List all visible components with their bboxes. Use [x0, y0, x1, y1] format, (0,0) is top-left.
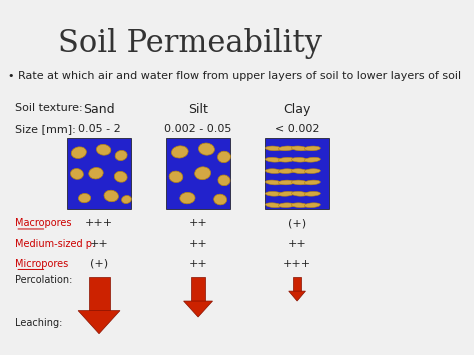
Text: +++: +++ — [85, 218, 113, 228]
Ellipse shape — [71, 169, 83, 179]
Ellipse shape — [304, 169, 320, 174]
Ellipse shape — [265, 169, 282, 174]
Ellipse shape — [265, 157, 282, 162]
Text: Soil Permeability: Soil Permeability — [58, 28, 322, 59]
Text: Macropores: Macropores — [15, 218, 72, 228]
Ellipse shape — [265, 203, 282, 208]
Text: 0.002 - 0.05: 0.002 - 0.05 — [164, 124, 232, 134]
Polygon shape — [78, 311, 120, 334]
Ellipse shape — [89, 168, 103, 179]
Text: Soil texture:: Soil texture: — [15, 103, 83, 113]
Polygon shape — [289, 291, 305, 301]
Ellipse shape — [79, 193, 91, 203]
Ellipse shape — [292, 169, 307, 174]
Ellipse shape — [278, 146, 294, 151]
Ellipse shape — [304, 157, 320, 162]
Ellipse shape — [304, 203, 320, 208]
Text: Silt: Silt — [188, 103, 208, 116]
Text: (+): (+) — [288, 218, 306, 228]
Text: ++: ++ — [189, 218, 208, 228]
Ellipse shape — [218, 175, 230, 186]
Text: 0.05 - 2: 0.05 - 2 — [78, 124, 120, 134]
Ellipse shape — [292, 180, 307, 185]
Ellipse shape — [265, 180, 282, 185]
Ellipse shape — [115, 151, 127, 160]
Ellipse shape — [304, 180, 320, 185]
Text: Medium-sized p.: Medium-sized p. — [15, 239, 95, 248]
FancyBboxPatch shape — [0, 0, 385, 355]
Text: +++: +++ — [283, 259, 311, 269]
Text: < 0.002: < 0.002 — [275, 124, 319, 134]
Ellipse shape — [292, 203, 307, 208]
Ellipse shape — [180, 192, 195, 204]
Ellipse shape — [304, 191, 320, 196]
Bar — [67, 138, 131, 209]
Ellipse shape — [278, 180, 294, 185]
Ellipse shape — [214, 194, 227, 205]
Ellipse shape — [104, 190, 118, 202]
Ellipse shape — [278, 169, 294, 174]
Text: Leaching:: Leaching: — [15, 318, 63, 328]
Text: Clay: Clay — [283, 103, 311, 116]
Ellipse shape — [304, 146, 320, 151]
Text: Size [mm]:: Size [mm]: — [15, 124, 76, 134]
Ellipse shape — [278, 157, 294, 162]
Ellipse shape — [195, 167, 210, 180]
Text: ++: ++ — [288, 239, 307, 248]
Ellipse shape — [169, 171, 183, 182]
Text: ++: ++ — [189, 239, 208, 248]
Ellipse shape — [292, 157, 307, 162]
Ellipse shape — [278, 203, 294, 208]
Bar — [293, 277, 301, 291]
Ellipse shape — [265, 191, 282, 196]
Ellipse shape — [114, 171, 127, 182]
Ellipse shape — [265, 146, 282, 151]
Ellipse shape — [172, 146, 188, 158]
Ellipse shape — [292, 191, 307, 196]
Ellipse shape — [96, 144, 111, 155]
Bar — [264, 138, 329, 209]
Ellipse shape — [278, 191, 294, 196]
Text: ++: ++ — [90, 239, 109, 248]
Ellipse shape — [71, 147, 86, 158]
Bar — [166, 138, 230, 209]
Text: ++: ++ — [189, 259, 208, 269]
Text: • Rate at which air and water flow from upper layers of soil to lower layers of : • Rate at which air and water flow from … — [8, 71, 461, 81]
Bar — [191, 277, 205, 301]
Text: (+): (+) — [90, 259, 108, 269]
Text: Micropores: Micropores — [15, 259, 68, 269]
Ellipse shape — [121, 196, 131, 203]
Text: Sand: Sand — [83, 103, 115, 116]
Bar — [89, 277, 109, 311]
Ellipse shape — [292, 146, 307, 151]
Text: Percolation:: Percolation: — [15, 275, 73, 285]
Ellipse shape — [199, 143, 214, 155]
Polygon shape — [183, 301, 212, 317]
Ellipse shape — [218, 151, 230, 163]
